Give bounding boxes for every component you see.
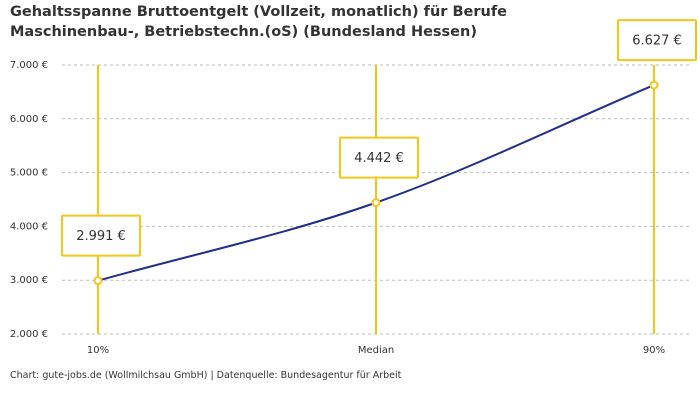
x-tick-label: Median bbox=[358, 345, 394, 356]
value-label: 2.991 € bbox=[76, 229, 126, 244]
y-tick-label: 2.000 € bbox=[10, 329, 48, 340]
x-tick-label: 10% bbox=[87, 345, 109, 356]
point-marker bbox=[93, 276, 103, 286]
y-tick-label: 6.000 € bbox=[10, 114, 48, 125]
chart-title: Gehaltsspanne Bruttoentgelt (Vollzeit, m… bbox=[10, 4, 507, 40]
y-tick-label: 4.000 € bbox=[10, 221, 48, 232]
y-tick-label: 7.000 € bbox=[10, 60, 48, 71]
source-note: Chart: gute-jobs.de (Wollmilchsau GmbH) … bbox=[10, 370, 402, 381]
point-marker bbox=[649, 80, 659, 90]
value-label: 6.627 € bbox=[632, 34, 682, 49]
value-label-box bbox=[617, 19, 697, 62]
value-label-box bbox=[61, 214, 141, 257]
y-tick-label: 3.000 € bbox=[10, 275, 48, 286]
value-label-box bbox=[339, 136, 419, 179]
value-label: 4.442 € bbox=[354, 151, 404, 166]
point-marker bbox=[371, 198, 381, 208]
x-tick-label: 90% bbox=[643, 345, 665, 356]
y-tick-label: 5.000 € bbox=[10, 168, 48, 179]
